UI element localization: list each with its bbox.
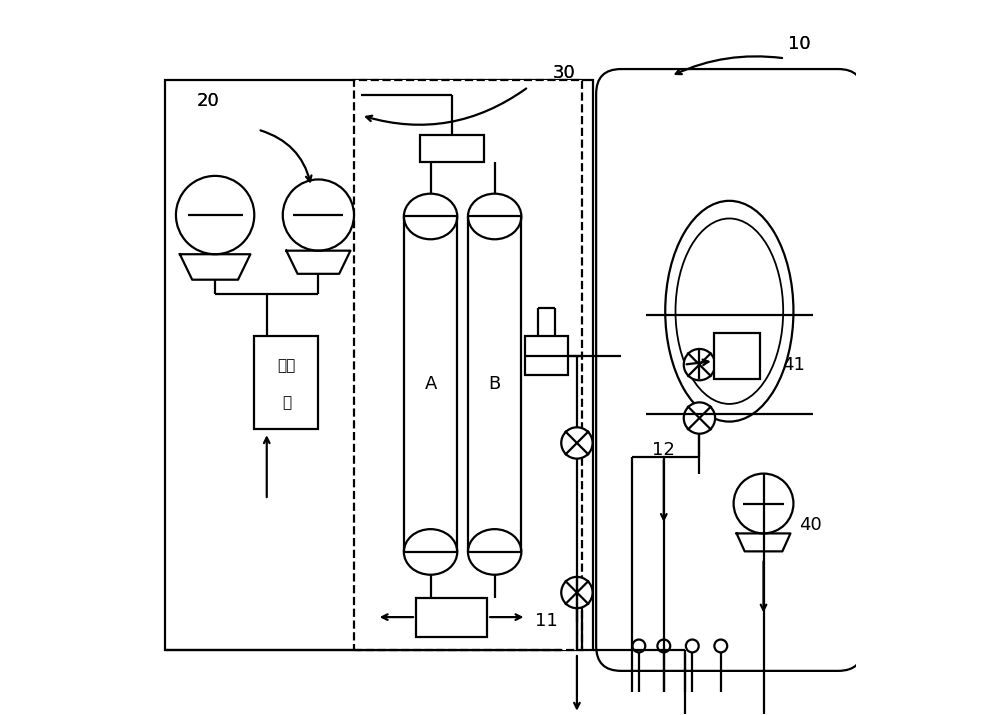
Circle shape — [714, 639, 727, 652]
Text: 10: 10 — [788, 35, 810, 53]
Bar — [420, 134, 484, 162]
Text: 30: 30 — [553, 64, 575, 82]
Circle shape — [176, 176, 254, 255]
Ellipse shape — [665, 201, 793, 422]
Circle shape — [561, 577, 593, 608]
Text: 10: 10 — [788, 35, 810, 53]
Text: 罩: 罩 — [282, 395, 291, 410]
Text: 进气: 进气 — [277, 358, 295, 373]
Text: 11: 11 — [535, 612, 558, 630]
Bar — [416, 598, 487, 636]
Text: A: A — [424, 375, 437, 393]
Text: 20: 20 — [197, 92, 219, 110]
Bar — [354, 80, 582, 649]
Circle shape — [684, 403, 715, 434]
Text: 12: 12 — [652, 441, 675, 459]
Text: 41: 41 — [782, 355, 805, 374]
Circle shape — [686, 639, 699, 652]
Bar — [165, 80, 593, 649]
Ellipse shape — [468, 194, 521, 240]
Bar — [714, 332, 760, 379]
Text: 20: 20 — [197, 92, 219, 110]
Bar — [254, 336, 318, 429]
Ellipse shape — [404, 194, 457, 240]
Circle shape — [561, 428, 593, 458]
Circle shape — [632, 639, 645, 652]
Circle shape — [684, 349, 715, 380]
FancyBboxPatch shape — [596, 69, 863, 671]
Circle shape — [734, 473, 793, 533]
Ellipse shape — [404, 529, 457, 575]
Ellipse shape — [675, 219, 783, 404]
Ellipse shape — [468, 529, 521, 575]
Circle shape — [283, 179, 354, 251]
Circle shape — [657, 639, 670, 652]
Text: B: B — [489, 375, 501, 393]
Text: 40: 40 — [799, 516, 822, 534]
Bar — [525, 336, 568, 375]
Text: 30: 30 — [553, 64, 575, 82]
